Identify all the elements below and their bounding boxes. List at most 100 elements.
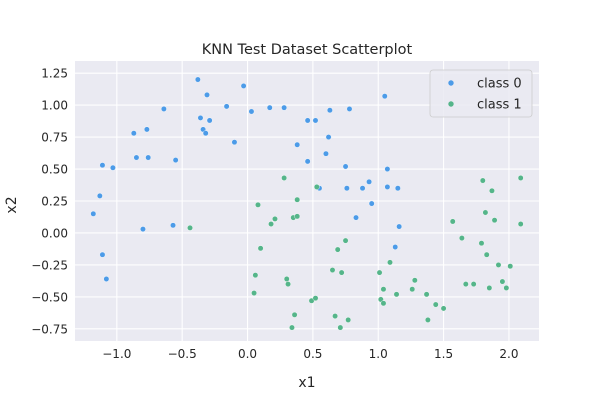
grid-lines xyxy=(75,61,539,341)
data-point xyxy=(206,117,213,124)
y-tick-label: 1.00 xyxy=(41,99,68,113)
data-point xyxy=(255,201,261,208)
data-point xyxy=(325,134,332,140)
legend: class 0 class 1 xyxy=(429,69,533,118)
y-tick-label: −0.75 xyxy=(31,322,68,336)
data-point xyxy=(194,76,201,83)
data-points xyxy=(90,76,524,331)
data-point xyxy=(289,324,295,331)
series-class-1 xyxy=(187,175,524,331)
data-point xyxy=(483,251,490,258)
data-point xyxy=(202,130,209,137)
data-point xyxy=(110,164,116,171)
data-point xyxy=(470,281,477,288)
data-point xyxy=(366,178,372,185)
y-tick-label: 0.50 xyxy=(41,163,68,177)
data-point xyxy=(323,150,329,157)
data-point xyxy=(368,200,375,207)
data-point xyxy=(160,106,167,112)
data-point xyxy=(257,245,264,252)
data-point xyxy=(491,217,498,224)
data-point xyxy=(345,317,352,323)
data-point xyxy=(503,285,510,291)
y-tick-label: 0.00 xyxy=(41,226,68,240)
data-point xyxy=(172,157,179,163)
data-point xyxy=(411,277,418,284)
legend-label: class 1 xyxy=(477,98,522,113)
y-axis-label: x2 xyxy=(4,196,20,213)
data-point xyxy=(197,114,204,121)
data-point xyxy=(392,244,399,250)
x-tick-label: 0.5 xyxy=(303,347,322,361)
y-tick-label: 1.25 xyxy=(41,67,68,81)
data-point xyxy=(478,240,485,247)
data-point xyxy=(462,281,469,288)
data-point xyxy=(346,106,353,112)
y-axis-ticks: −0.75 −0.50 −0.25 0.00 0.25 0.50 0.75 1.00 1.25 xyxy=(31,67,68,337)
data-point xyxy=(145,154,152,161)
data-point xyxy=(143,126,150,133)
data-point xyxy=(251,290,257,296)
legend-label: class 0 xyxy=(477,77,522,92)
data-point xyxy=(204,91,210,98)
data-point xyxy=(272,215,278,222)
data-point xyxy=(507,263,514,270)
data-point xyxy=(223,103,230,110)
data-point xyxy=(337,324,344,331)
data-point xyxy=(140,226,146,233)
data-point xyxy=(281,175,288,181)
x-tick-label: 0.0 xyxy=(238,347,257,361)
data-point xyxy=(334,246,341,253)
data-point xyxy=(294,141,301,148)
chart-title: KNN Test Dataset Scatterplot xyxy=(202,42,413,58)
data-point xyxy=(187,224,193,231)
legend-box xyxy=(429,69,533,118)
x-axis-ticks: −1.0 −0.5 0.0 0.5 1.0 1.5 2.0 xyxy=(102,347,518,361)
data-point xyxy=(304,117,311,124)
data-point xyxy=(342,237,349,244)
data-point xyxy=(312,295,319,302)
data-point xyxy=(376,269,383,276)
data-point xyxy=(458,235,465,241)
data-point xyxy=(332,313,339,319)
legend-marker xyxy=(448,101,454,107)
y-tick-label: −0.25 xyxy=(31,258,68,272)
data-point xyxy=(329,267,336,273)
x-tick-label: −0.5 xyxy=(168,347,197,361)
data-point xyxy=(384,184,391,190)
data-point xyxy=(240,83,247,89)
data-point xyxy=(294,196,301,203)
data-point xyxy=(99,251,106,258)
data-point xyxy=(394,185,401,192)
data-point xyxy=(170,222,176,229)
x-tick-label: −1.0 xyxy=(102,347,131,361)
data-point xyxy=(266,104,273,111)
x-tick-label: 2.0 xyxy=(499,347,518,361)
data-point xyxy=(517,175,524,181)
legend-marker xyxy=(448,80,454,86)
data-point xyxy=(338,269,345,276)
data-point xyxy=(482,209,489,216)
data-point xyxy=(103,276,110,282)
data-point xyxy=(231,139,238,146)
data-point xyxy=(133,154,140,161)
x-tick-label: 1.5 xyxy=(434,347,453,361)
data-point xyxy=(285,281,291,288)
data-point xyxy=(479,177,486,184)
data-point xyxy=(291,311,298,318)
data-point xyxy=(283,276,290,282)
data-point xyxy=(130,130,137,137)
data-point xyxy=(96,192,103,199)
data-point xyxy=(440,305,447,312)
data-point xyxy=(423,291,430,298)
data-point xyxy=(425,317,431,323)
series-class-0 xyxy=(90,76,403,282)
data-point xyxy=(304,158,311,165)
data-point xyxy=(499,278,506,285)
data-point xyxy=(380,300,387,307)
data-point xyxy=(396,223,403,230)
data-point xyxy=(99,162,106,169)
data-point xyxy=(495,262,502,268)
data-point xyxy=(343,185,350,192)
